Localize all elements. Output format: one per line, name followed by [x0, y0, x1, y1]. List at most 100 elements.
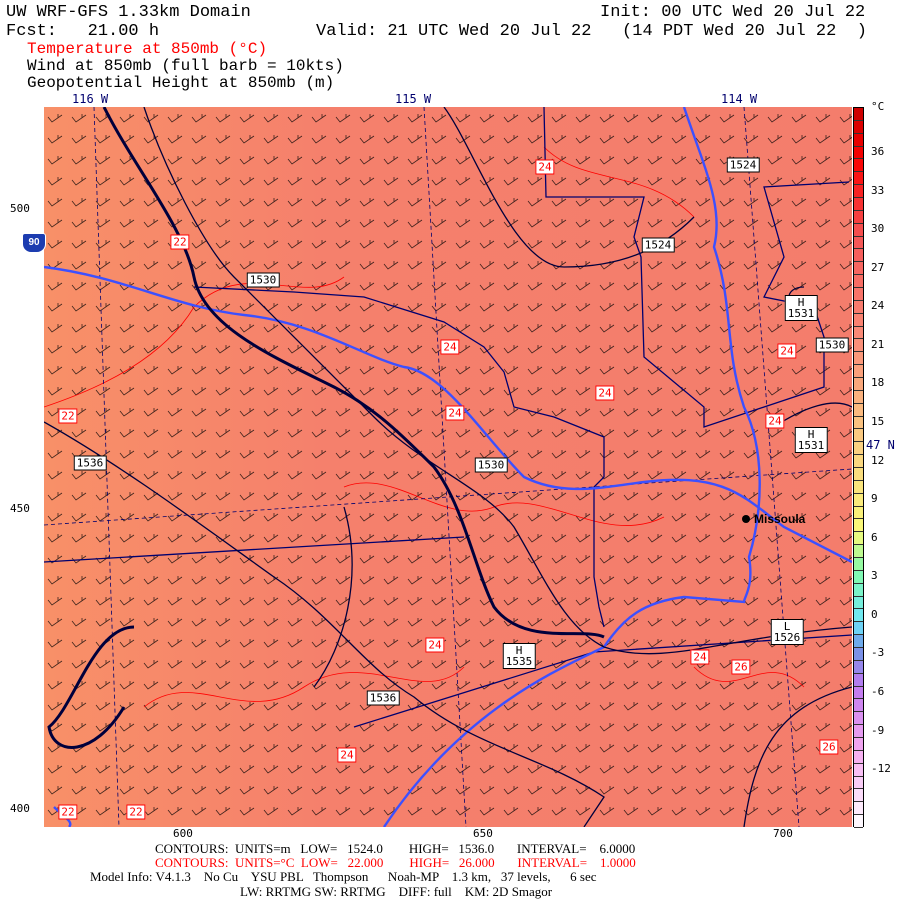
colorbar-tick-label: -3 [871, 646, 885, 660]
colorbar-segment [854, 519, 863, 533]
colorbar-segment [854, 210, 863, 224]
missoula-dot [742, 515, 750, 523]
temp-label: 24 [765, 413, 785, 429]
colorbar-segment [854, 262, 863, 276]
colorbar-segment [854, 725, 863, 738]
colorbar-segment [854, 660, 863, 674]
colorbar-segment [854, 378, 863, 391]
lon-label: 114 W [721, 92, 758, 106]
colorbar-segment [854, 120, 863, 134]
colorbar-segment [854, 789, 863, 803]
colorbar-segment [854, 699, 863, 713]
colorbar-tick-label: 15 [871, 415, 885, 428]
colorbar-segment [854, 429, 863, 443]
temp-label: 22 [58, 804, 78, 820]
temp-label: 24 [535, 159, 555, 175]
x-label: 600 [173, 827, 193, 840]
colorbar-segment [854, 403, 863, 417]
colorbar-segment [854, 365, 863, 378]
colorbar-segment [854, 236, 863, 250]
colorbar-tick-label: -9 [871, 723, 885, 737]
field-temperature: Temperature at 850mb (°C) [27, 40, 268, 58]
colorbar-tick-label: 3 [871, 569, 878, 583]
colorbar-segment [854, 313, 863, 327]
temp-label: 24 [690, 649, 710, 665]
colorbar-segment [854, 185, 863, 198]
colorbar [853, 107, 864, 828]
height-label: 1536 [366, 690, 400, 706]
colorbar-segment [854, 635, 863, 648]
colorbar-segment [854, 390, 863, 404]
model-info: Model Info: V4.1.3 No Cu YSU PBL Thompso… [90, 869, 597, 884]
valid-time: Valid: 21 UTC Wed 20 Jul 22 (14 PDT Wed … [316, 22, 867, 41]
field-wind: Wind at 850mb (full barb = 10kts) [27, 57, 344, 75]
lon-label: 116 W [72, 92, 109, 106]
colorbar-segment [854, 596, 863, 610]
colorbar-segment [854, 468, 863, 481]
colorbar-segment [854, 506, 863, 520]
high-center-label: H 1535 [502, 643, 536, 669]
colorbar-segment [854, 249, 863, 263]
colorbar-segment [854, 108, 863, 121]
colorbar-segment [854, 223, 863, 237]
field-height: Geopotential Height at 850mb (m) [27, 74, 335, 92]
colorbar-segment [854, 133, 863, 147]
temp-label: 24 [337, 747, 357, 763]
colorbar-tick-label: 18 [871, 376, 885, 390]
temp-label: 24 [425, 637, 445, 653]
colorbar-segment [854, 558, 863, 571]
height-contour-info: CONTOURS: UNITS=m LOW= 1524.0 HIGH= 1536… [155, 841, 636, 856]
temperature-contours [43, 146, 805, 708]
colorbar-segment [854, 275, 863, 288]
temp-label: 24 [440, 339, 460, 355]
height-label: 1524 [726, 157, 760, 173]
y-label: 450 [10, 502, 30, 515]
map-svg [43, 106, 853, 828]
colorbar-segment [854, 146, 863, 160]
colorbar-segment [854, 326, 863, 340]
temp-label: 22 [58, 408, 78, 424]
colorbar-segment [854, 750, 863, 764]
lat-lon-grid [43, 106, 853, 828]
map-plot: 1530 1524 1524 H 1531 1530 H 1531 1536 1… [43, 106, 853, 828]
height-label: 1536 [73, 455, 107, 471]
colorbar-tick-label: -6 [871, 685, 885, 698]
temp-label: 22 [126, 804, 146, 820]
colorbar-tick-label: 21 [871, 337, 885, 351]
colorbar-segment [854, 442, 863, 456]
colorbar-segment [854, 416, 863, 430]
colorbar-segment [854, 802, 863, 816]
colorbar-tick-label: 30 [871, 222, 885, 236]
high-center-label: H 1531 [794, 427, 828, 453]
model-title: UW WRF-GFS 1.33km Domain [6, 3, 251, 22]
colorbar-segment [854, 480, 863, 494]
colorbar-segment [854, 300, 863, 314]
colorbar-segment [854, 545, 863, 558]
colorbar-segment [854, 159, 863, 173]
temp-label: 24 [445, 405, 465, 421]
colorbar-segment [854, 339, 863, 353]
lon-label: 115 W [395, 92, 432, 106]
lat-label: 47 N [866, 438, 895, 452]
colorbar-segment [854, 738, 863, 751]
colorbar-tick-label: 27 [871, 260, 885, 274]
colorbar-segment [854, 570, 863, 584]
temp-contour-info: CONTOURS: UNITS=°C LOW= 22.000 HIGH= 26.… [155, 855, 636, 870]
interstate-shield-icon: 90 [22, 233, 46, 253]
colorbar-tick-label: 12 [871, 453, 885, 467]
colorbar-segment [854, 198, 863, 211]
colorbar-segment [854, 648, 863, 661]
temp-label: 24 [595, 385, 615, 401]
x-label: 650 [473, 827, 493, 840]
colorbar-tick-label: 0 [871, 607, 878, 621]
colorbar-tick-label: 6 [871, 530, 878, 544]
colorbar-tick-label: 33 [871, 183, 885, 197]
temp-label: 26 [819, 739, 839, 755]
colorbar-tick-label: 24 [871, 299, 885, 313]
height-label: 1530 [474, 457, 508, 473]
colorbar-segment [854, 288, 863, 301]
colorbar-segment [854, 172, 863, 186]
colorbar-segment [854, 686, 863, 700]
high-center-label: H 1531 [784, 295, 818, 321]
colorbar-tick-label: 36 [871, 145, 885, 158]
